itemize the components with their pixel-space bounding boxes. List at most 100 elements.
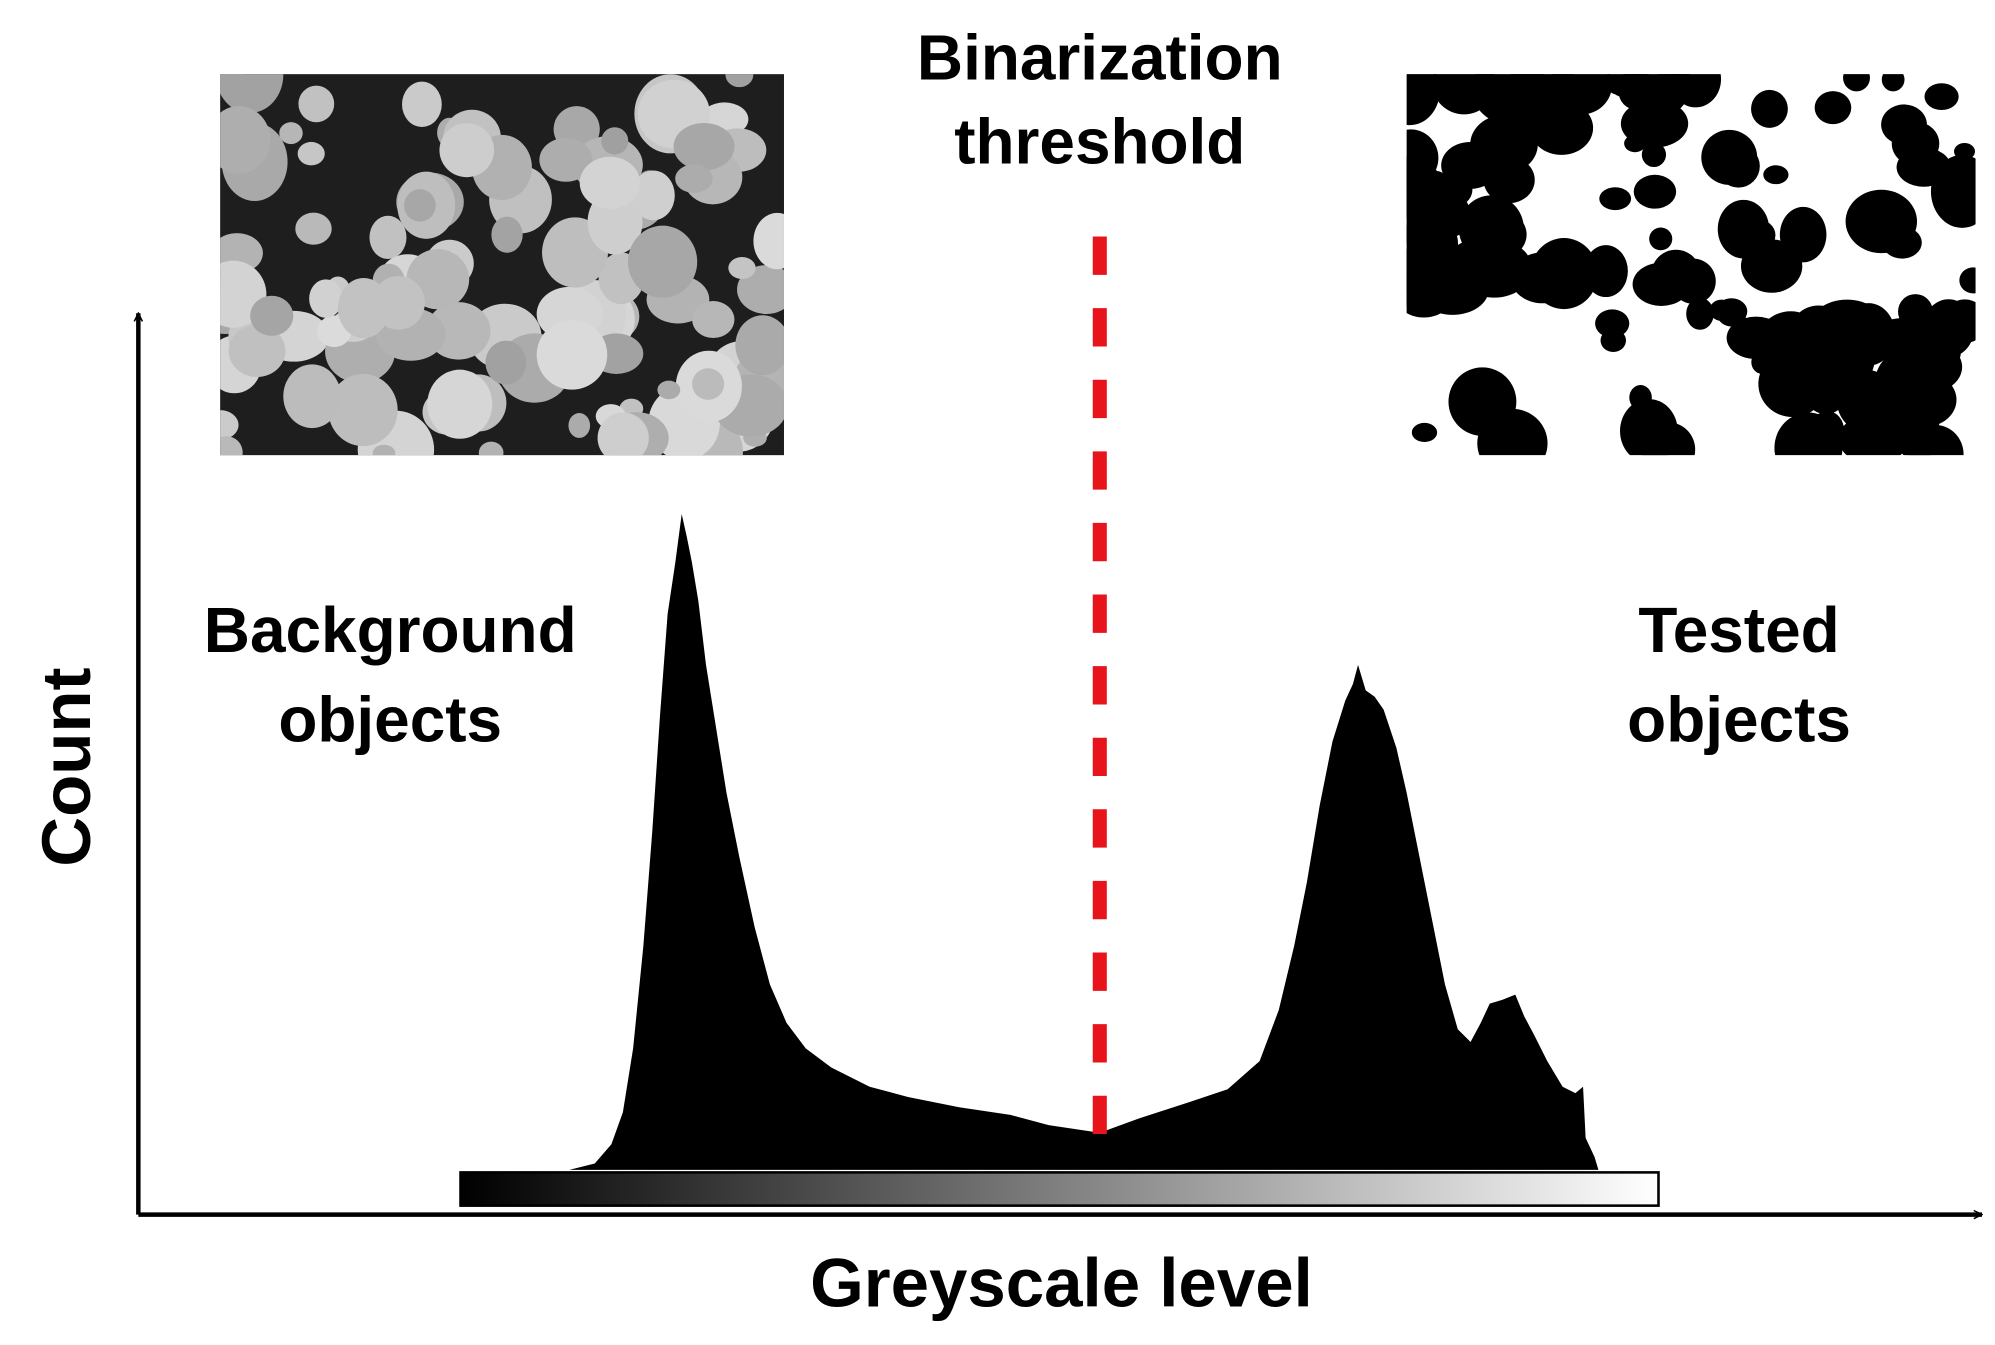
grain xyxy=(372,276,425,330)
grain xyxy=(369,215,407,260)
grain xyxy=(1882,226,1922,259)
grain xyxy=(728,256,756,279)
grain xyxy=(1624,134,1646,153)
grain xyxy=(402,81,442,128)
grain xyxy=(1533,246,1585,286)
grain xyxy=(568,413,591,438)
grain xyxy=(1954,142,1975,160)
x-axis-label: Greyscale level xyxy=(810,1245,1313,1322)
grain xyxy=(1432,74,1496,115)
grain xyxy=(491,216,523,253)
grain xyxy=(228,324,286,377)
grain xyxy=(1838,413,1909,456)
grain xyxy=(1924,83,1959,111)
threshold-label: Binarization xyxy=(917,21,1283,93)
greyscale-bar xyxy=(459,1171,1660,1207)
grain xyxy=(220,410,239,440)
grain xyxy=(1470,115,1538,174)
grain xyxy=(753,212,784,270)
grain xyxy=(1778,371,1799,394)
grain xyxy=(1922,299,1975,358)
grain xyxy=(675,164,713,193)
grain xyxy=(297,141,325,166)
grain xyxy=(1744,320,1798,363)
grain xyxy=(1959,267,1976,294)
grain xyxy=(279,122,303,145)
grain xyxy=(1751,89,1788,128)
grain xyxy=(673,122,735,171)
grain xyxy=(1606,76,1632,95)
grain xyxy=(1881,74,1905,92)
grain xyxy=(1881,104,1927,145)
grain xyxy=(631,170,675,221)
grain xyxy=(1670,74,1722,108)
grain xyxy=(372,444,396,456)
grain xyxy=(536,319,608,390)
grain xyxy=(1641,142,1667,168)
grain xyxy=(1686,297,1714,330)
grain xyxy=(220,74,284,114)
grain xyxy=(1709,299,1734,321)
grain xyxy=(1483,156,1535,204)
grain xyxy=(1649,227,1673,251)
grain xyxy=(1406,74,1440,126)
grain xyxy=(220,106,271,174)
grain xyxy=(295,212,332,245)
grain xyxy=(1595,309,1630,338)
y-axis-label: Count xyxy=(28,667,105,866)
grain xyxy=(735,315,784,376)
grain xyxy=(1583,245,1628,298)
grain xyxy=(1470,384,1504,414)
grain xyxy=(1810,410,1845,451)
grain xyxy=(1896,147,1951,187)
grain xyxy=(692,301,735,339)
grain xyxy=(439,123,495,178)
grain xyxy=(1658,74,1686,85)
grain xyxy=(692,368,725,400)
grain xyxy=(478,441,504,456)
grain xyxy=(1763,165,1789,185)
grain xyxy=(1633,174,1677,209)
grain xyxy=(1506,74,1579,132)
grain xyxy=(1870,318,1934,365)
grain xyxy=(1843,74,1870,92)
grain xyxy=(1641,422,1696,456)
background-label: Background xyxy=(204,594,577,666)
grain xyxy=(1740,239,1803,293)
grain xyxy=(485,340,527,385)
tested-label: objects xyxy=(1627,684,1851,756)
grain xyxy=(250,295,294,336)
greyscale-image xyxy=(220,74,784,456)
threshold-label: threshold xyxy=(954,106,1245,178)
tested-label: Tested xyxy=(1638,594,1839,666)
grain xyxy=(1448,240,1494,290)
grain xyxy=(220,436,243,456)
grain xyxy=(1600,328,1627,353)
grain xyxy=(1814,91,1852,125)
grain xyxy=(1871,198,1899,220)
grain xyxy=(1410,215,1443,254)
grain xyxy=(427,369,493,439)
grain xyxy=(283,364,341,429)
grain xyxy=(1411,422,1438,442)
grain xyxy=(1651,249,1701,299)
grain xyxy=(1717,144,1760,188)
binary-image xyxy=(1406,74,1976,456)
grain xyxy=(601,127,629,155)
grain xyxy=(597,412,649,456)
grain xyxy=(298,85,335,123)
grain xyxy=(404,189,436,222)
grain xyxy=(328,373,398,447)
grain xyxy=(627,225,698,298)
background-label: objects xyxy=(278,684,502,756)
grain xyxy=(1599,187,1632,211)
grain xyxy=(579,156,641,209)
grain xyxy=(725,74,754,88)
grain xyxy=(539,137,593,182)
grain xyxy=(309,279,343,318)
grain xyxy=(1810,299,1885,353)
grain xyxy=(1908,425,1964,456)
histogram xyxy=(569,513,1599,1170)
